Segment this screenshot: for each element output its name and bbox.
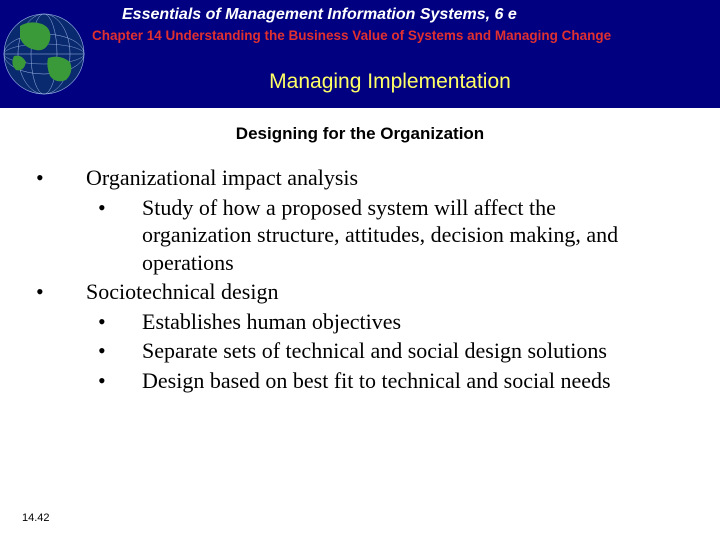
bullet-lvl2: • Study of how a proposed system will af… [98, 194, 690, 277]
bullet-lvl2: • Design based on best fit to technical … [98, 367, 690, 395]
bullet-marker: • [98, 367, 142, 395]
globe-icon [0, 0, 88, 108]
bullet-marker: • [98, 308, 142, 336]
section-title: Managing Implementation [269, 70, 511, 94]
book-title: Essentials of Management Information Sys… [92, 6, 720, 24]
bullet-text: Design based on best fit to technical an… [142, 367, 690, 395]
slide-subtitle: Designing for the Organization [0, 124, 720, 144]
bullet-marker: • [98, 194, 142, 277]
bullet-text: Separate sets of technical and social de… [142, 337, 690, 365]
bullet-text: Study of how a proposed system will affe… [142, 194, 690, 277]
section-band: Managing Implementation [0, 56, 720, 108]
bullet-lvl2: • Separate sets of technical and social … [98, 337, 690, 365]
bullet-marker: • [30, 164, 86, 192]
bullet-text: Establishes human objectives [142, 308, 690, 336]
bullet-lvl1: • Sociotechnical design [30, 278, 690, 306]
bullet-marker: • [98, 337, 142, 365]
bullet-lvl1: • Organizational impact analysis [30, 164, 690, 192]
bullet-lvl2: • Establishes human objectives [98, 308, 690, 336]
chapter-line: Chapter 14 Understanding the Business Va… [92, 28, 720, 43]
slide-content: • Organizational impact analysis • Study… [0, 164, 720, 394]
bullet-text: Organizational impact analysis [86, 164, 690, 192]
bullet-marker: • [30, 278, 86, 306]
header-band: Essentials of Management Information Sys… [0, 0, 720, 56]
bullet-text: Sociotechnical design [86, 278, 690, 306]
slide-number: 14.42 [22, 512, 50, 524]
